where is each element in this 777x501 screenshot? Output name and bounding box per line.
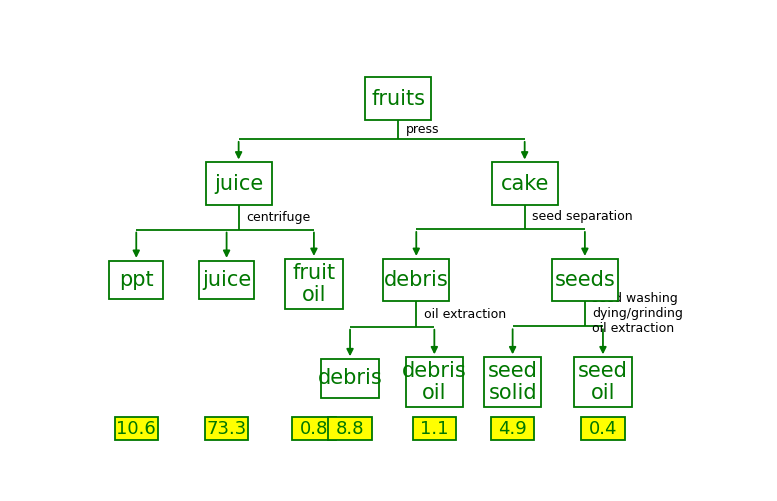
Text: debris: debris (384, 270, 448, 290)
Text: oil extraction: oil extraction (423, 308, 506, 321)
FancyBboxPatch shape (200, 261, 253, 299)
Text: seed washing
dying/grinding
oil extraction: seed washing dying/grinding oil extracti… (592, 292, 683, 335)
Text: seed
oil: seed oil (578, 361, 628, 403)
Text: centrifuge: centrifuge (246, 211, 310, 224)
FancyBboxPatch shape (205, 417, 249, 440)
FancyBboxPatch shape (383, 259, 449, 301)
Text: 0.4: 0.4 (589, 419, 617, 437)
FancyBboxPatch shape (109, 261, 163, 299)
FancyBboxPatch shape (292, 417, 336, 440)
Text: seed
solid: seed solid (488, 361, 538, 403)
Text: cake: cake (500, 173, 549, 193)
FancyBboxPatch shape (484, 357, 542, 407)
Text: 10.6: 10.6 (117, 419, 156, 437)
FancyBboxPatch shape (322, 359, 378, 398)
FancyBboxPatch shape (365, 78, 431, 120)
Text: seed separation: seed separation (532, 210, 632, 223)
Text: fruits: fruits (371, 89, 425, 109)
FancyBboxPatch shape (329, 417, 371, 440)
FancyBboxPatch shape (552, 259, 618, 301)
Text: debris
oil: debris oil (402, 361, 467, 403)
Text: 73.3: 73.3 (207, 419, 247, 437)
Text: press: press (406, 123, 439, 136)
Text: 1.1: 1.1 (420, 419, 448, 437)
Text: fruit
oil: fruit oil (292, 263, 336, 305)
Text: juice: juice (202, 270, 251, 290)
FancyBboxPatch shape (581, 417, 625, 440)
FancyBboxPatch shape (574, 357, 632, 407)
Text: 0.8: 0.8 (300, 419, 328, 437)
Text: 8.8: 8.8 (336, 419, 364, 437)
Text: seeds: seeds (555, 270, 615, 290)
Text: juice: juice (214, 173, 263, 193)
FancyBboxPatch shape (491, 417, 535, 440)
FancyBboxPatch shape (114, 417, 158, 440)
Text: 4.9: 4.9 (498, 419, 527, 437)
Text: ppt: ppt (119, 270, 154, 290)
FancyBboxPatch shape (413, 417, 456, 440)
FancyBboxPatch shape (492, 162, 558, 205)
FancyBboxPatch shape (205, 162, 272, 205)
FancyBboxPatch shape (406, 357, 463, 407)
FancyBboxPatch shape (285, 259, 343, 309)
Text: debris: debris (318, 368, 382, 388)
